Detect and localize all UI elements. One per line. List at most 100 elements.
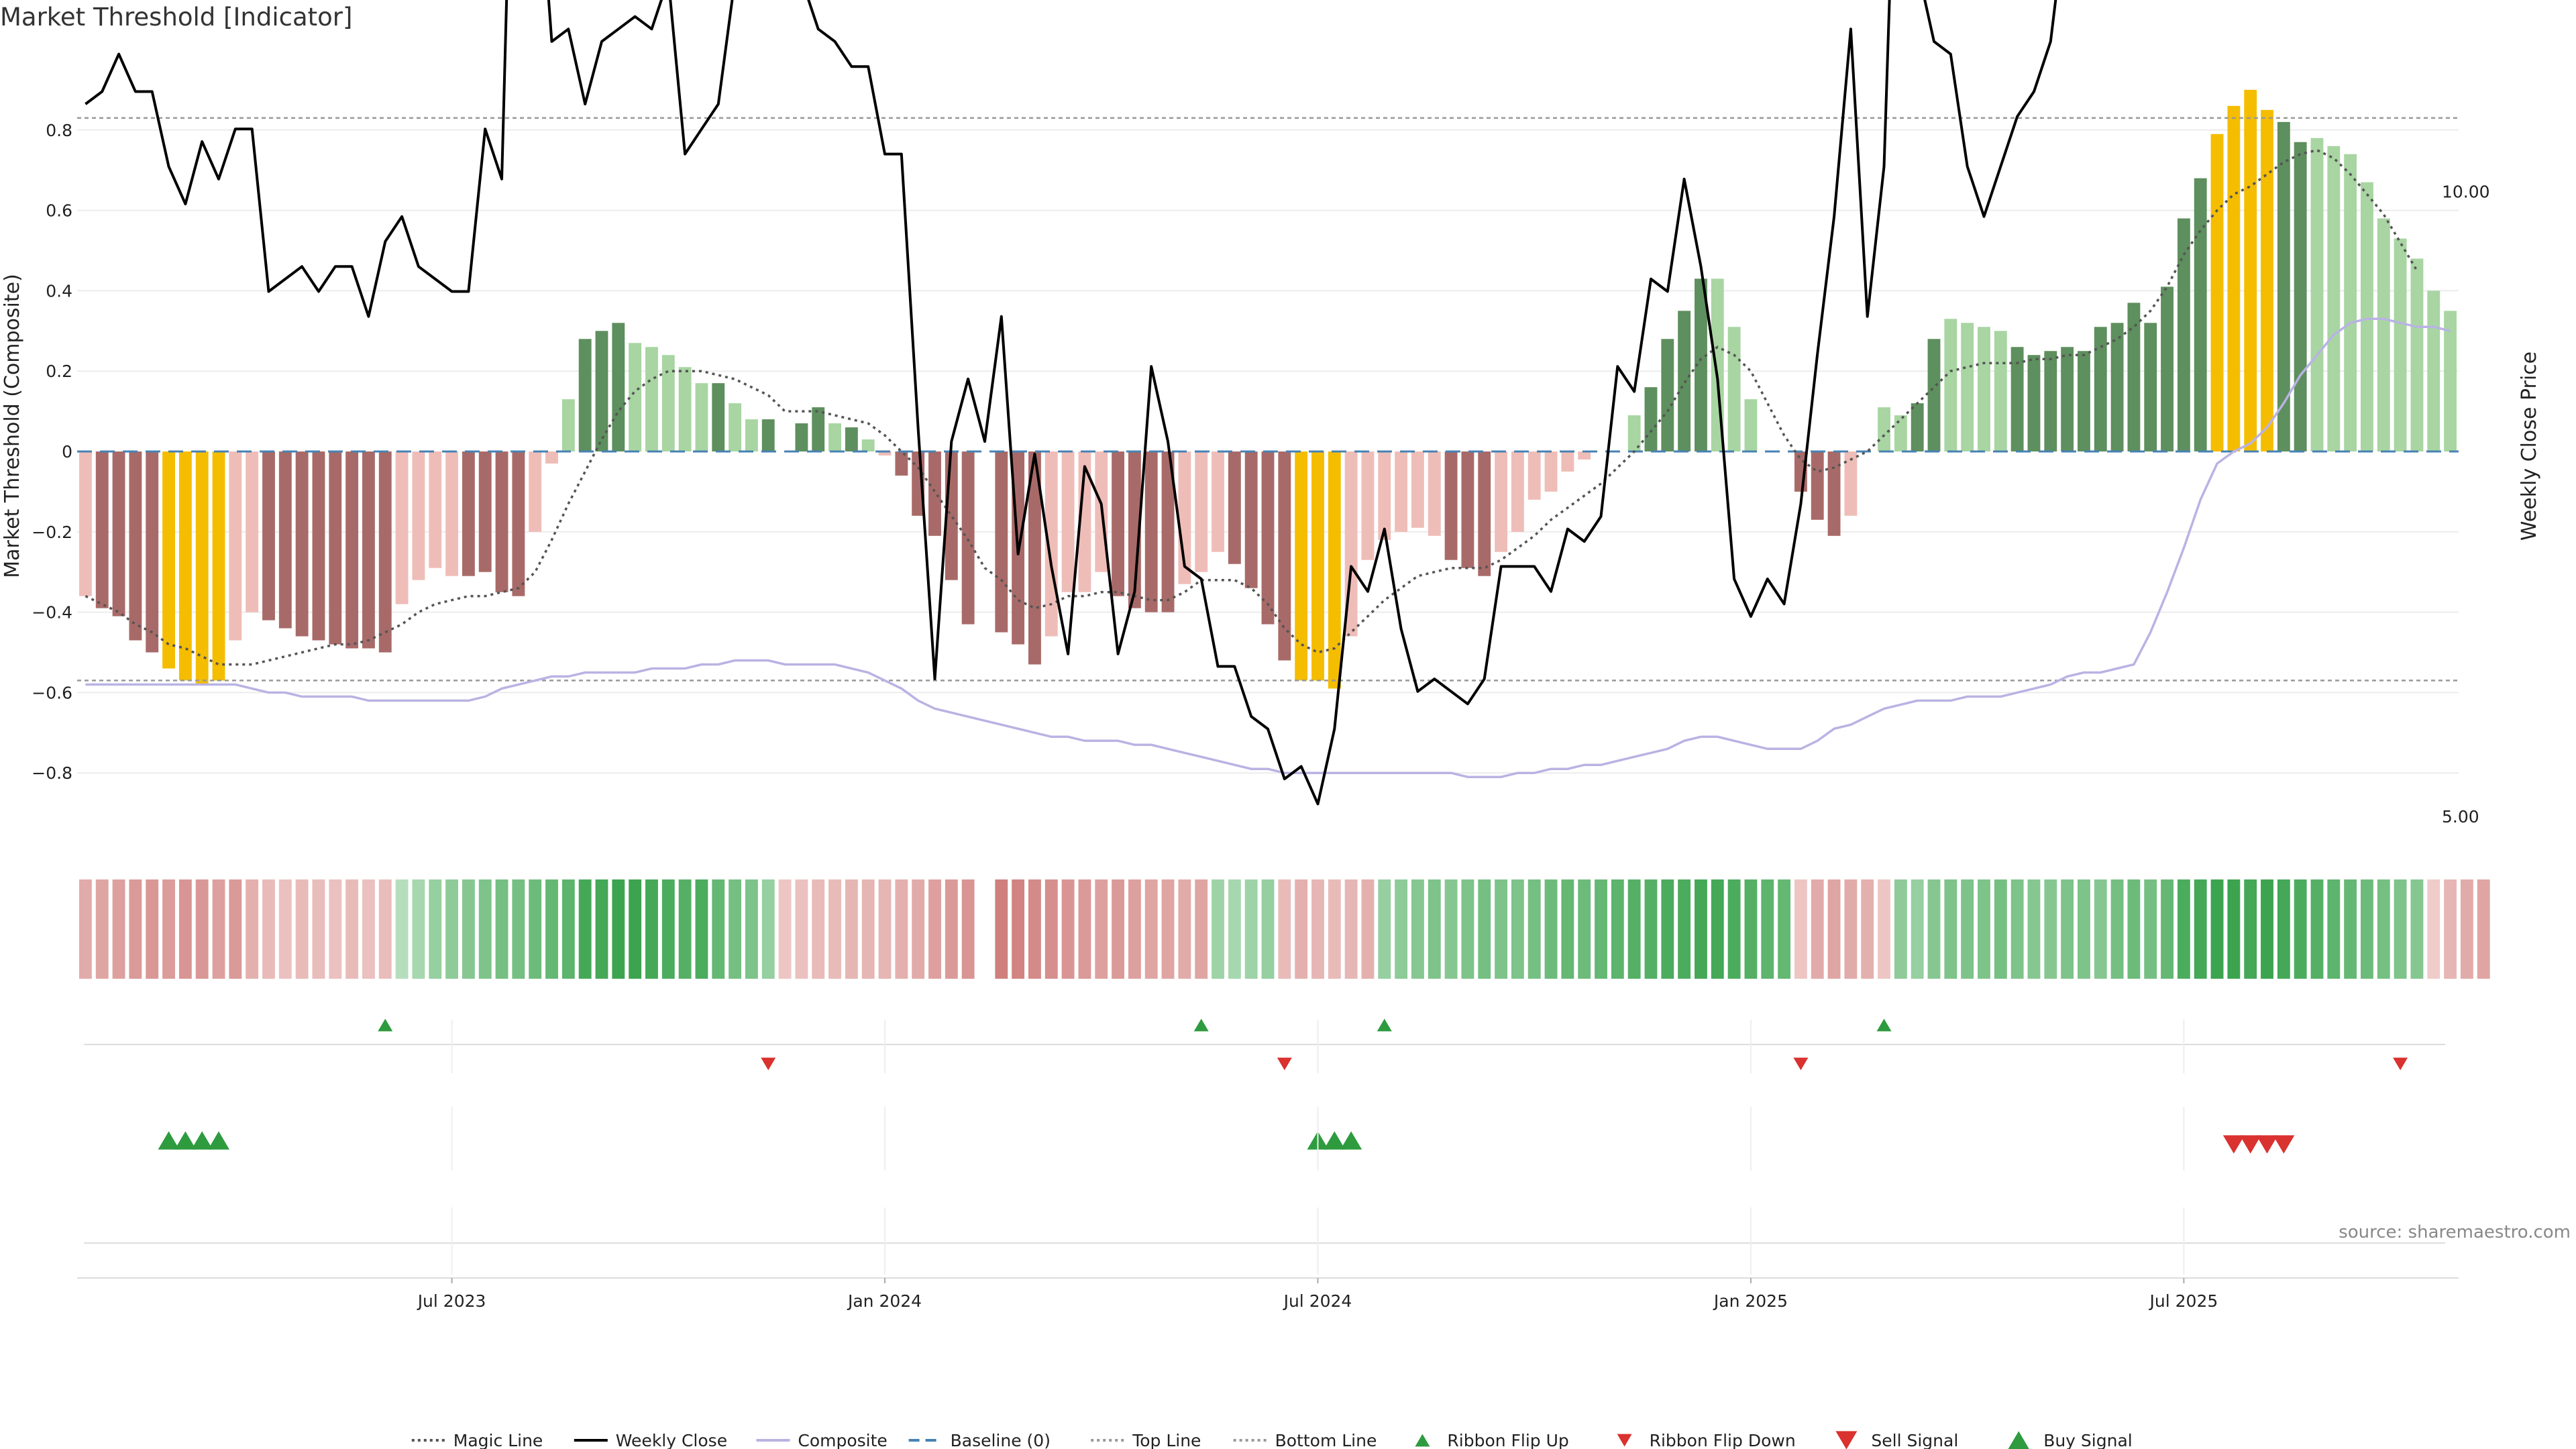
composite-bar bbox=[2394, 238, 2407, 451]
legend: Magic Line Weekly Close Composite Baseline … bbox=[411, 1431, 2133, 1449]
ribbon-cell bbox=[195, 879, 209, 979]
composite-bar bbox=[1378, 451, 1391, 540]
ribbon-cell bbox=[1278, 879, 1291, 979]
composite-bar bbox=[345, 451, 359, 649]
ribbon-cell bbox=[1878, 879, 1890, 979]
composite-bar bbox=[1395, 451, 1408, 532]
composite-bar bbox=[1727, 327, 1741, 451]
ribbon-cell bbox=[2078, 879, 2090, 979]
legend-label: Composite bbox=[798, 1431, 887, 1449]
ribbon-cell bbox=[2227, 879, 2241, 979]
ribbon-cell bbox=[2361, 879, 2373, 979]
ribbon-cell bbox=[878, 879, 892, 979]
composite-bar bbox=[961, 451, 975, 625]
ribbon-cell bbox=[1678, 879, 1691, 979]
composite-bar bbox=[212, 451, 225, 681]
legend-label: Top Line bbox=[1132, 1431, 1201, 1449]
ribbon-cell bbox=[1778, 879, 1791, 979]
ribbon-cell bbox=[345, 879, 359, 979]
ribbon-cell bbox=[2161, 879, 2174, 979]
legend-label: Ribbon Flip Down bbox=[1650, 1431, 1796, 1449]
left-tick-label: 0.4 bbox=[46, 281, 72, 301]
left-tick-label: 0.6 bbox=[46, 201, 72, 221]
composite-bar bbox=[1212, 451, 1224, 552]
ribbon-cell bbox=[445, 879, 458, 979]
legend-label: Baseline (0) bbox=[951, 1431, 1051, 1449]
composite-bar bbox=[162, 451, 175, 669]
composite-bar bbox=[2061, 347, 2074, 451]
ribbon-cell bbox=[1811, 879, 1824, 979]
composite-bar bbox=[362, 451, 375, 649]
ribbon-cell bbox=[895, 879, 908, 979]
composite-bar bbox=[1978, 327, 1990, 451]
ribbon-cell bbox=[1444, 879, 1458, 979]
composite-bar bbox=[878, 451, 892, 455]
legend-label: Weekly Close bbox=[616, 1431, 727, 1449]
composite-bar bbox=[1461, 451, 1474, 568]
composite-bar bbox=[695, 383, 708, 451]
composite-bar bbox=[2327, 146, 2341, 451]
composite-bar bbox=[561, 399, 575, 451]
ribbon-cell bbox=[1478, 879, 1491, 979]
ribbon-cell bbox=[545, 879, 558, 979]
composite-bar bbox=[2361, 182, 2373, 451]
ribbon-cell bbox=[1061, 879, 1075, 979]
ribbon-cell bbox=[112, 879, 125, 979]
composite-bar bbox=[1195, 451, 1208, 572]
ribbon-cell bbox=[462, 879, 475, 979]
ribbon-cell bbox=[629, 879, 642, 979]
ribbon-cell bbox=[2294, 879, 2307, 979]
composite-bar bbox=[278, 451, 292, 629]
legend-label: Bottom Line bbox=[1275, 1431, 1377, 1449]
ribbon-cell bbox=[578, 879, 592, 979]
legend-label: Ribbon Flip Up bbox=[1447, 1431, 1568, 1449]
ribbon-cell bbox=[1561, 879, 1574, 979]
signal-ribbon bbox=[78, 879, 2490, 979]
legend-label: Sell Signal bbox=[1871, 1431, 1958, 1449]
ribbon-cell bbox=[1911, 879, 1924, 979]
ribbon-cell bbox=[1827, 879, 1841, 979]
ribbon-cell bbox=[1711, 879, 1724, 979]
buy-sell-signal-markers bbox=[84, 1131, 2445, 1244]
composite-bar bbox=[312, 451, 325, 641]
legend-swatch bbox=[1835, 1431, 1858, 1449]
ribbon-cell bbox=[912, 879, 925, 979]
ribbon-cell bbox=[1044, 879, 1058, 979]
composite-bar bbox=[512, 451, 525, 596]
ribbon-cell bbox=[1361, 879, 1375, 979]
ribbon-cell bbox=[1012, 879, 1025, 979]
legend-item: Ribbon Flip Down bbox=[1617, 1431, 1796, 1449]
legend-swatch bbox=[1415, 1434, 1430, 1447]
composite-bar bbox=[629, 343, 642, 451]
composite-bar bbox=[1844, 451, 1858, 516]
source-note: source: sharemaestro.com bbox=[2339, 1222, 2571, 1242]
composite-bar bbox=[1328, 451, 1341, 689]
ribbon-cell bbox=[1411, 879, 1424, 979]
ribbon-cell bbox=[2377, 879, 2390, 979]
composite-bar bbox=[1944, 319, 1957, 451]
ribbon-cell bbox=[2210, 879, 2224, 979]
ribbon-cell bbox=[1627, 879, 1641, 979]
buy-signal-marker bbox=[208, 1131, 230, 1150]
ribbon-cell bbox=[1161, 879, 1175, 979]
ribbon-cell bbox=[678, 879, 692, 979]
ribbon-flip-up-marker bbox=[1193, 1018, 1209, 1032]
ribbon-cell bbox=[595, 879, 608, 979]
buy-signal-marker bbox=[174, 1131, 197, 1150]
ribbon-cell bbox=[2310, 879, 2324, 979]
ribbon-cell bbox=[1644, 879, 1658, 979]
composite-bar bbox=[2110, 323, 2124, 451]
ribbon-cell bbox=[1378, 879, 1391, 979]
x-tick-label: Jan 2025 bbox=[1713, 1291, 1788, 1311]
composite-bar bbox=[2127, 303, 2141, 451]
composite-bar bbox=[612, 323, 625, 451]
ribbon-cell bbox=[2477, 879, 2490, 979]
composite-bar bbox=[1078, 451, 1091, 592]
composite-bar bbox=[1911, 403, 1924, 451]
composite-bar bbox=[1278, 451, 1291, 661]
ribbon-cell bbox=[295, 879, 309, 979]
legend-item: Sell Signal bbox=[1835, 1431, 1958, 1449]
composite-bar bbox=[429, 451, 442, 568]
composite-bar bbox=[246, 451, 259, 612]
ribbon-flip-up-marker bbox=[378, 1018, 393, 1032]
